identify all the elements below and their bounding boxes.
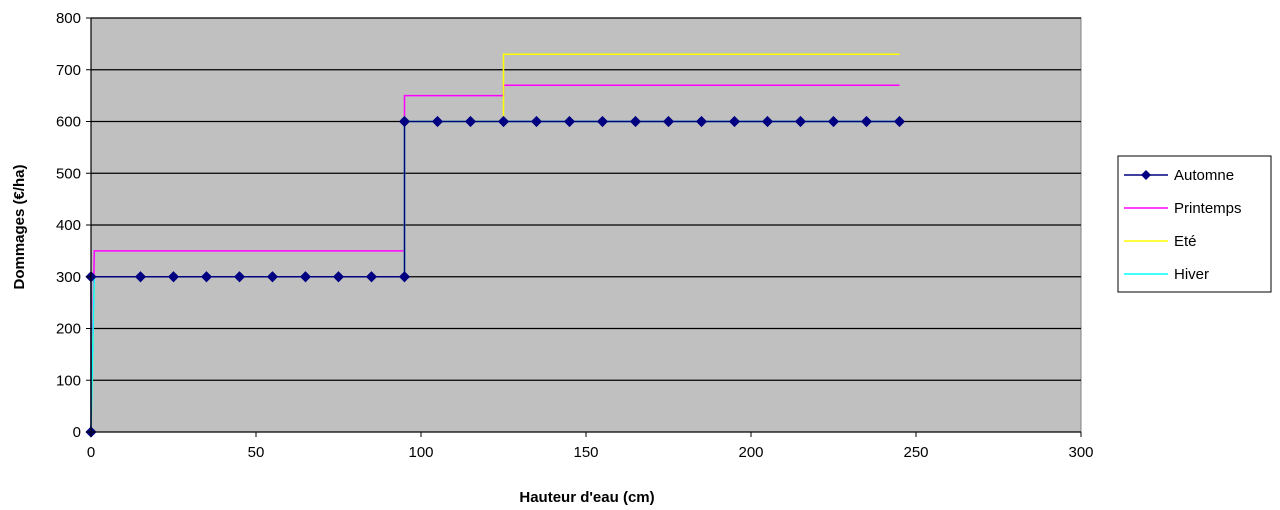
series-automne [85, 115, 906, 438]
data-point [530, 115, 543, 128]
data-point [794, 115, 807, 128]
data-point [167, 271, 180, 283]
data-point [431, 115, 444, 128]
legend-label: Eté [1174, 233, 1197, 250]
data-point [464, 115, 477, 128]
x-tick-label: 100 [408, 444, 433, 461]
x-tick-label: 300 [1068, 444, 1093, 461]
x-tick-label: 150 [573, 444, 598, 461]
data-point [596, 115, 609, 128]
data-point [233, 271, 246, 283]
data-point [266, 271, 279, 283]
data-point [893, 115, 906, 128]
legend-label: Printemps [1174, 200, 1242, 217]
y-tick-label: 200 [56, 321, 81, 338]
data-point [563, 115, 576, 128]
y-tick-label: 700 [56, 62, 81, 79]
tick-labels: 0 100 200 300 400 500 600 700 800 0 50 100 150 200 250… [56, 10, 1094, 461]
y-tick-label: 100 [56, 372, 81, 389]
legend: Automne Printemps Eté Hiver [1117, 155, 1272, 293]
data-point [728, 115, 741, 128]
data-point [695, 115, 708, 128]
data-point [134, 271, 147, 283]
y-tick-label: 600 [56, 114, 81, 131]
legend-item-hiver: Hiver [1124, 266, 1209, 283]
data-point [629, 115, 642, 128]
legend-item-ete: Eté [1124, 233, 1197, 250]
legend-marker [1141, 170, 1151, 180]
data-point [332, 271, 345, 283]
data-point [299, 271, 312, 283]
data-point [860, 115, 873, 128]
y-tick-label: 300 [56, 269, 81, 286]
data-point [200, 271, 213, 283]
legend-label: Automne [1174, 167, 1234, 184]
data-point [497, 115, 510, 128]
series-layer [85, 53, 906, 438]
legend-item-printemps: Printemps [1124, 200, 1242, 217]
axes [86, 17, 1082, 437]
legend-label: Hiver [1174, 266, 1209, 283]
data-point [827, 115, 840, 128]
data-point [365, 271, 378, 283]
y-tick-label: 0 [73, 424, 81, 441]
y-tick-label: 500 [56, 165, 81, 182]
y-axis-title: Dommages (€/ha) [11, 164, 28, 289]
data-point [761, 115, 774, 128]
data-point [398, 115, 411, 128]
x-tick-label: 200 [738, 444, 763, 461]
y-tick-label: 400 [56, 217, 81, 234]
y-tick-label: 800 [56, 10, 81, 27]
data-point [662, 115, 675, 128]
legend-box [1117, 155, 1272, 293]
data-point [398, 271, 411, 283]
x-tick-label: 50 [248, 444, 265, 461]
x-tick-label: 250 [903, 444, 928, 461]
legend-item-automne: Automne [1124, 167, 1234, 184]
x-axis-title: Hauteur d'eau (cm) [519, 489, 654, 506]
x-tick-label: 0 [87, 444, 95, 461]
